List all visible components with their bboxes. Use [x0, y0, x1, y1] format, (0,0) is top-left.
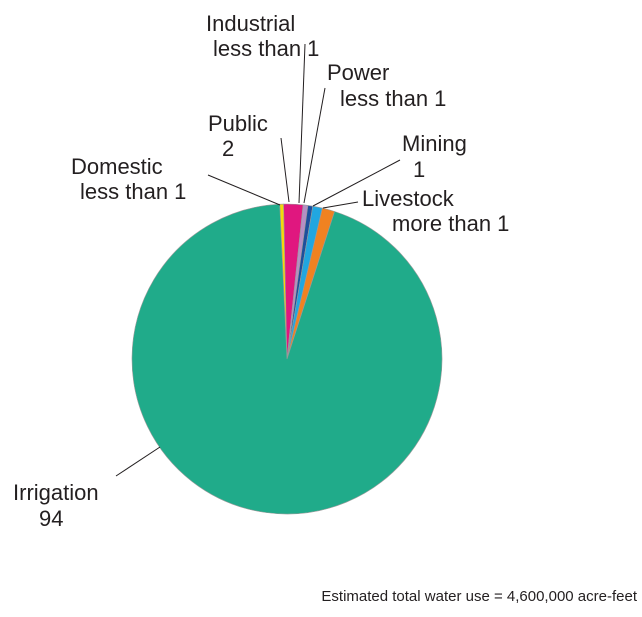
- slice-value-livestock: more than 1: [392, 211, 509, 236]
- leader-line-domestic: [207, 174, 281, 206]
- leader-line-industrial: [298, 43, 306, 204]
- slice-label-public: Public: [208, 111, 268, 136]
- leader-line-irrigation: [115, 446, 161, 477]
- leader-line-power: [303, 87, 326, 204]
- slice-label-power: Power: [327, 60, 389, 85]
- pie-slices: [131, 203, 443, 515]
- slice-value-mining: 1: [413, 157, 425, 182]
- slice-label-livestock: Livestock: [362, 186, 455, 211]
- pie-slice-irrigation: [131, 203, 443, 515]
- slice-value-irrigation: 94: [39, 506, 63, 531]
- slice-value-industrial: less than 1: [213, 36, 319, 61]
- slice-value-domestic: less than 1: [80, 179, 186, 204]
- chart-footnote: Estimated total water use = 4,600,000 ac…: [321, 588, 637, 605]
- leader-lines: [115, 43, 401, 477]
- leader-line-livestock: [322, 201, 359, 209]
- slice-value-power: less than 1: [340, 86, 446, 111]
- leader-line-mining: [312, 159, 401, 207]
- slice-label-irrigation: Irrigation: [13, 480, 99, 505]
- slice-label-industrial: Industrial: [206, 11, 295, 36]
- slice-value-public: 2: [222, 136, 234, 161]
- slice-label-domestic: Domestic: [71, 154, 163, 179]
- slice-label-mining: Mining: [402, 131, 467, 156]
- leader-line-public: [280, 137, 290, 203]
